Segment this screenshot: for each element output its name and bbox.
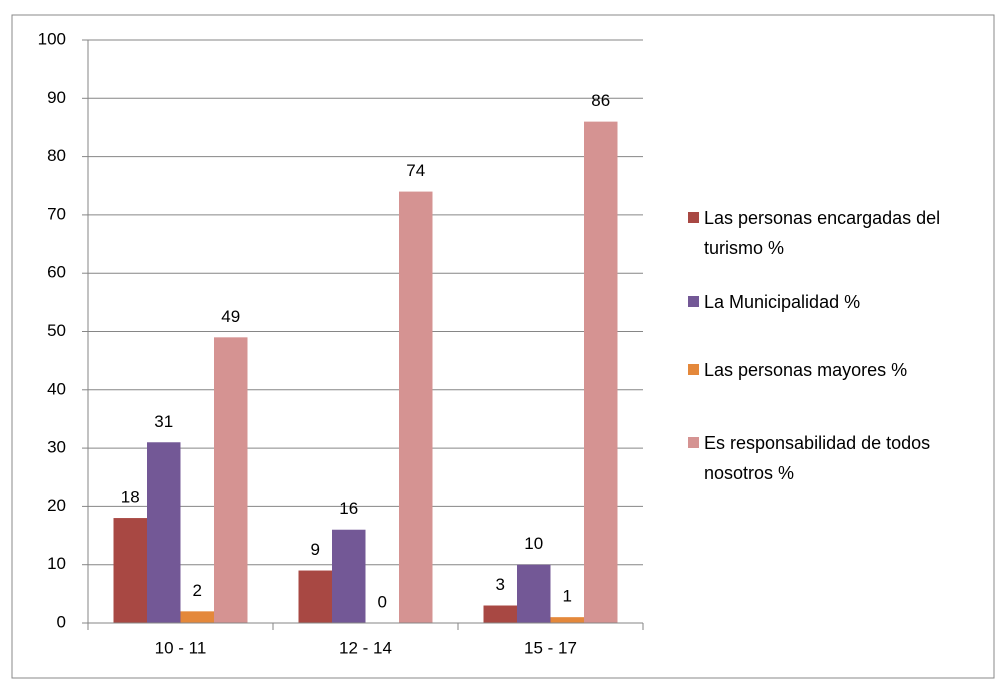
bar: [332, 529, 366, 623]
y-tick-label: 10: [47, 554, 66, 573]
y-tick-label: 40: [47, 379, 66, 398]
legend-label: Las personas encargadas del turismo %: [704, 208, 941, 258]
data-label: 49: [221, 307, 240, 326]
data-label: 74: [406, 161, 425, 180]
data-label: 86: [591, 91, 610, 110]
bar: [584, 121, 618, 624]
data-label: 18: [121, 488, 140, 507]
legend-entry: La Municipalidad %: [688, 287, 988, 317]
x-tick-label: 12 - 14: [339, 638, 392, 657]
data-label: 9: [311, 540, 320, 559]
y-tick-label: 70: [47, 204, 66, 223]
y-tick-label: 90: [47, 88, 66, 107]
legend-label: La Municipalidad %: [704, 292, 861, 312]
legend-entry: Las personas mayores %: [688, 355, 988, 385]
legend-swatch: [688, 296, 699, 307]
bar: [214, 337, 248, 623]
x-tick-label: 10 - 11: [155, 638, 207, 657]
bar: [399, 191, 433, 623]
data-label: 10: [524, 534, 543, 553]
x-tick-label: 15 - 17: [524, 638, 577, 657]
y-tick-label: 50: [47, 321, 66, 340]
bar: [298, 570, 332, 623]
y-tick-label: 30: [47, 438, 66, 457]
data-label: 2: [193, 581, 202, 600]
legend-swatch: [688, 212, 699, 223]
bar: [113, 518, 147, 623]
y-tick-label: 80: [47, 146, 66, 165]
chart-frame: [11, 14, 995, 679]
legend-entry: Las personas encargadas del turismo %: [688, 203, 988, 263]
data-label: 0: [378, 592, 387, 611]
bar: [550, 617, 584, 623]
bar: [517, 564, 551, 623]
bar: [180, 611, 214, 623]
bar: [147, 442, 181, 623]
y-tick-label: 0: [57, 612, 66, 631]
y-tick-label: 60: [47, 263, 66, 282]
data-label: 3: [496, 575, 505, 594]
legend-entry: Es responsabilidad de todos nosotros %: [688, 428, 988, 488]
legend-label: Es responsabilidad de todos nosotros %: [704, 433, 931, 483]
y-tick-label: 20: [47, 496, 66, 515]
legend-swatch: [688, 364, 699, 375]
data-label: 1: [563, 587, 572, 606]
data-label: 16: [339, 499, 358, 518]
bar: [483, 605, 517, 623]
legend-swatch: [688, 437, 699, 448]
legend-label: Las personas mayores %: [704, 360, 908, 380]
data-label: 31: [154, 412, 173, 431]
y-tick-label: 100: [38, 29, 66, 48]
